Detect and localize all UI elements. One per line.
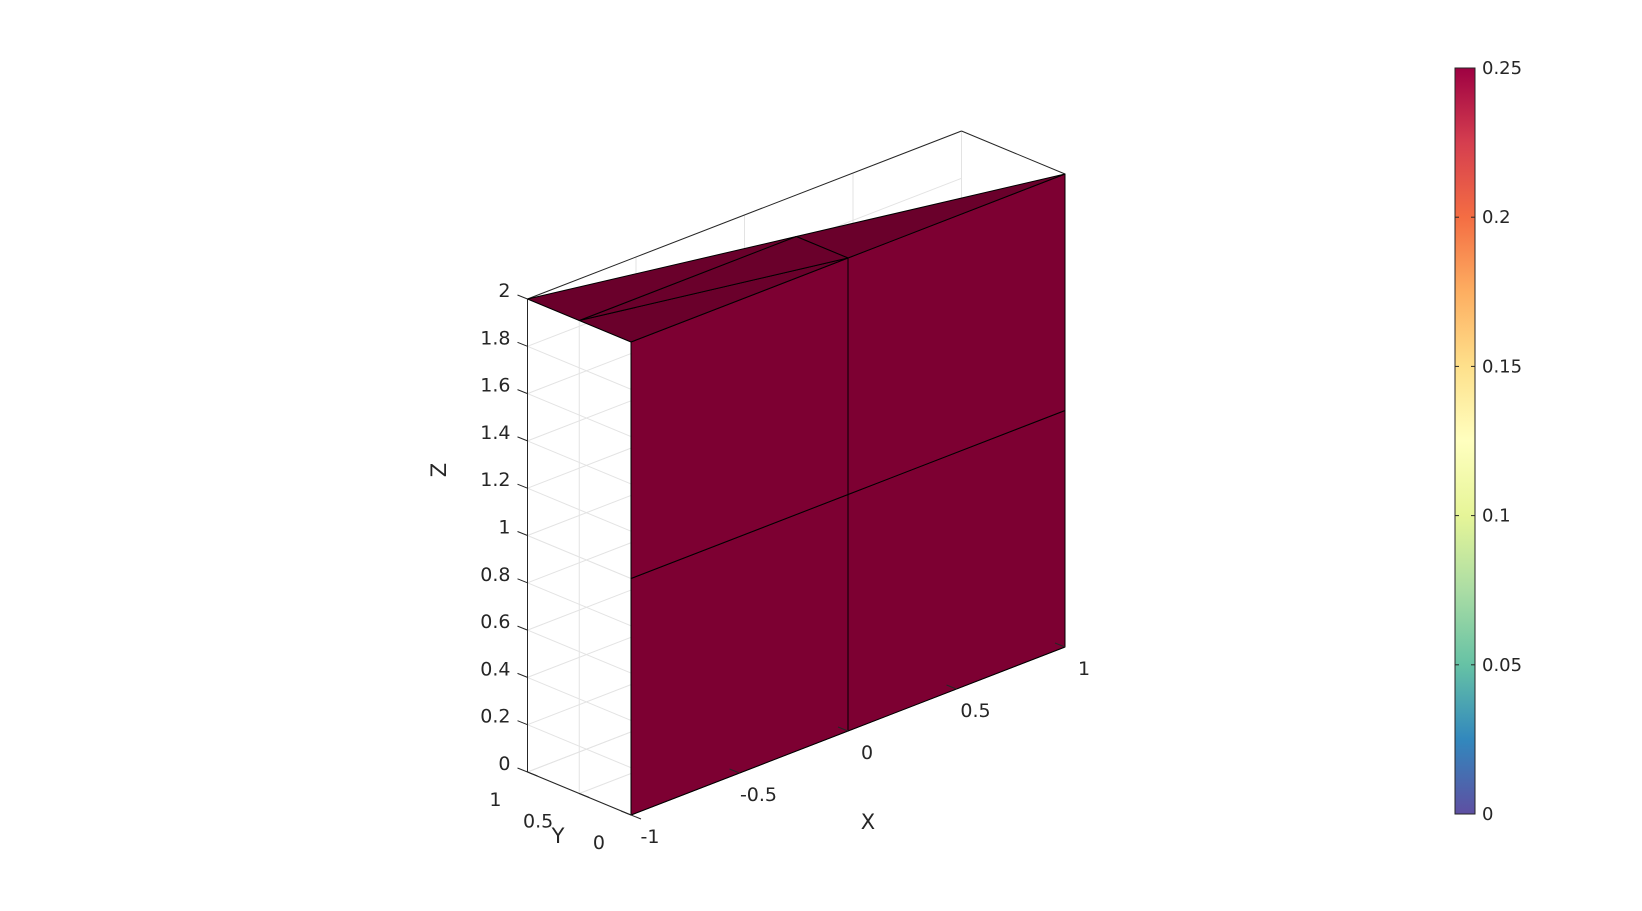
x-tick-mark [1054, 642, 1066, 648]
x-tick-mark [620, 810, 632, 816]
colorbar: 0 0.05 0.1 0.15 0.2 0.25 [1454, 58, 1522, 825]
tick-labels: -1 -0.5 0 0.5 1 0 0.5 1 0 0.2 0.4 0.6 0.8 1 1.2 1.4 1.6 1… [480, 280, 1090, 854]
face-top-back [527, 236, 797, 321]
z-axis-label: Z [427, 463, 451, 477]
y-tick-mark [630, 814, 642, 820]
axes-3d: -1 -0.5 0 0.5 1 0 0.5 1 0 0.2 0.4 0.6 0.8 1 1.2 1.4 1.6 1… [427, 130, 1090, 854]
x-axis-label: X [861, 810, 875, 834]
colorbar-tick-label: 0.1 [1482, 506, 1511, 527]
z-tick-label: 0.4 [480, 658, 510, 680]
z-tick-label: 0 [498, 753, 510, 775]
axes-box-edge [527, 130, 962, 300]
z-tick-mark [517, 767, 528, 773]
x-tick-label: 0.5 [960, 700, 990, 722]
tick-marks [517, 294, 1066, 820]
colorbar-tick-label: 0.25 [1482, 58, 1522, 79]
z-tick-mark [517, 294, 528, 300]
z-tick-label: 0.8 [480, 564, 510, 586]
z-tick-mark [517, 672, 528, 678]
z-tick-label: 0.2 [480, 706, 510, 728]
surface-patches [527, 173, 1066, 816]
colorbar-ticks: 0 0.05 0.1 0.15 0.2 0.25 [1455, 58, 1522, 825]
axes-box-edge [961, 130, 1066, 175]
colorbar-gradient [1454, 67, 1476, 815]
x-tick-label: 1 [1078, 658, 1090, 680]
y-axis-label: Y [551, 824, 565, 848]
z-tick-mark [517, 389, 528, 395]
z-tick-label: 1.8 [480, 327, 510, 349]
colorbar-tick-label: 0.2 [1482, 207, 1511, 228]
x-tick-mark [729, 768, 740, 774]
z-tick-mark [517, 720, 528, 726]
y-tick-label: 0.5 [523, 811, 553, 833]
x-tick-label: -1 [641, 826, 660, 848]
z-tick-mark [517, 625, 528, 631]
x-tick-mark [837, 726, 849, 732]
z-tick-mark [517, 578, 528, 584]
y-tick-label: 0 [593, 832, 605, 854]
colorbar-tick-label: 0.05 [1482, 655, 1522, 676]
z-tick-label: 1.4 [480, 422, 510, 444]
colorbar-tick-label: 0.15 [1482, 356, 1522, 377]
x-tick-label: 0 [861, 742, 873, 764]
z-tick-label: 0.6 [480, 611, 510, 633]
z-tick-label: 1 [498, 517, 510, 539]
y-tick-mark [527, 771, 538, 777]
z-tick-label: 1.6 [480, 375, 510, 397]
y-tick-label: 1 [489, 789, 501, 811]
x-tick-label: -0.5 [740, 784, 777, 806]
x-tick-mark [946, 684, 957, 690]
colorbar-tick-label: 0 [1482, 804, 1493, 825]
z-tick-mark [517, 341, 528, 347]
z-tick-mark [517, 531, 528, 536]
z-tick-mark [517, 436, 528, 442]
z-tick-mark [517, 483, 528, 489]
z-tick-label: 1.2 [480, 469, 510, 491]
y-tick-mark [579, 793, 590, 798]
z-tick-label: 2 [498, 280, 510, 302]
